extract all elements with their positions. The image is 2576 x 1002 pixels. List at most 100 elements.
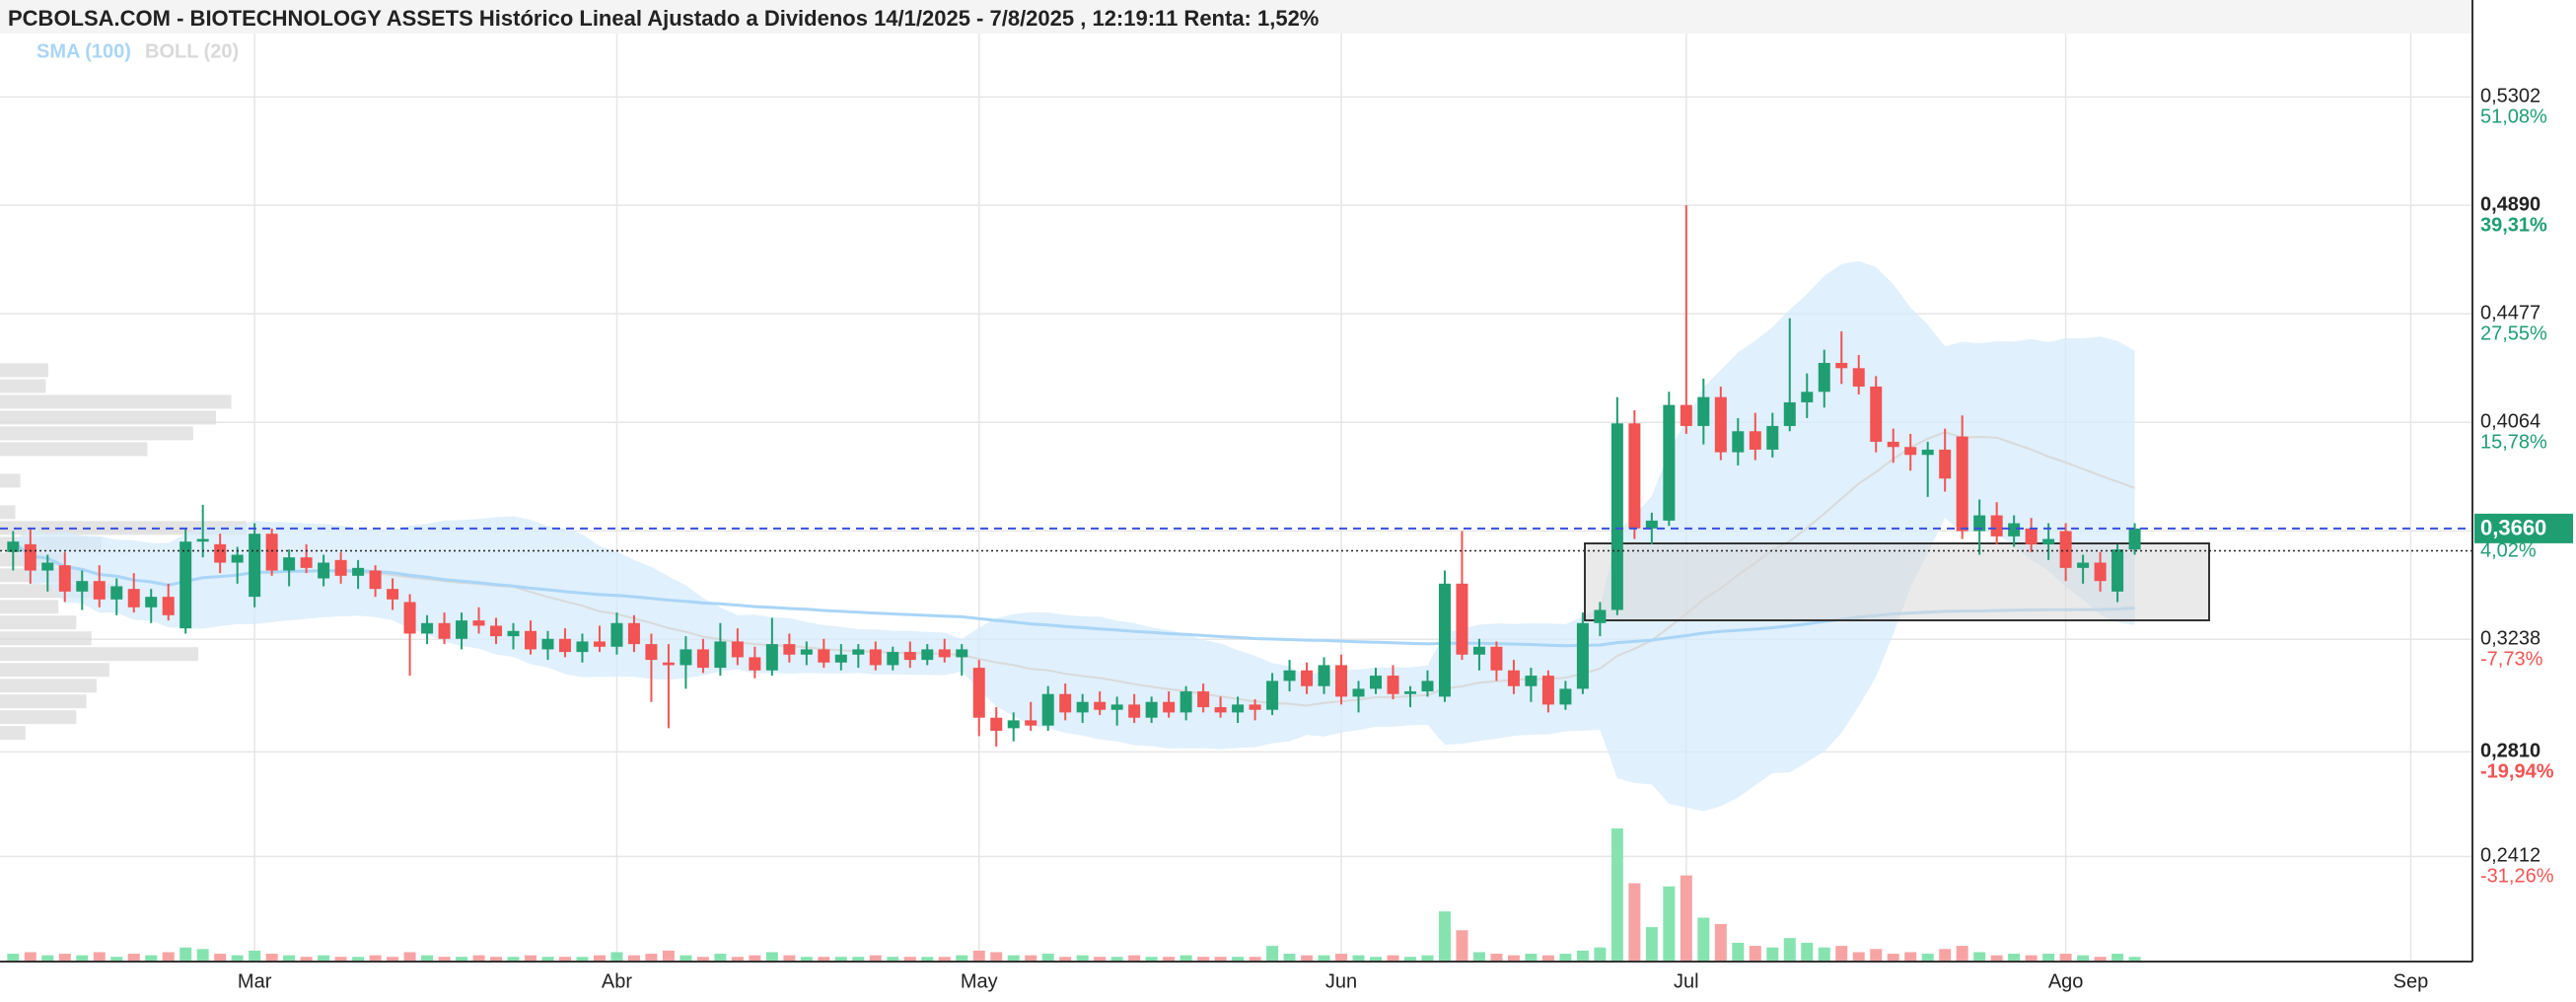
candle-body: [749, 657, 761, 671]
bollinger-band: [13, 260, 2135, 812]
volume-profile-bar: [0, 505, 16, 520]
volume-bar: [93, 952, 106, 962]
y-tick-change: -19,94%: [2480, 761, 2554, 783]
indicators: [12, 260, 2135, 812]
volume-bar: [1904, 952, 1917, 962]
volume-bar: [490, 957, 503, 962]
candle-body: [1904, 447, 1917, 456]
candle-body: [1214, 707, 1227, 713]
candle-body: [1610, 423, 1623, 610]
volume-bar: [1576, 950, 1589, 962]
candle-body: [903, 652, 916, 661]
candle-body: [369, 570, 382, 590]
volume-bar: [1076, 955, 1089, 962]
y-tick-label: 0,4890: [2480, 193, 2540, 215]
volume-bar: [818, 957, 830, 962]
candle-body: [783, 644, 796, 655]
volume-profile-bar: [0, 679, 97, 693]
title-bar: [0, 0, 2472, 34]
volume-bar: [1163, 957, 1176, 962]
candle-body: [576, 641, 589, 653]
volume-bar: [1197, 957, 1210, 962]
volume-profile-bar: [0, 363, 48, 378]
candle-body: [1887, 441, 1899, 448]
volume-profile-bar: [0, 379, 46, 394]
volume-bar: [731, 957, 744, 962]
x-tick-label: Ago: [2048, 970, 2084, 992]
candle-body: [1732, 431, 1745, 453]
candle-body: [1110, 704, 1123, 710]
last-price-badge: [2474, 513, 2573, 543]
candle-body: [1783, 401, 1796, 426]
candle-body: [1749, 431, 1761, 450]
candle-body: [1128, 704, 1141, 718]
candle-body: [7, 541, 20, 552]
volume-bar: [696, 957, 709, 962]
volume-bar: [1301, 955, 1314, 962]
candle-body: [265, 534, 278, 571]
volume-bar: [318, 955, 330, 962]
y-tick-change: 51,08%: [2480, 107, 2547, 128]
volume-bar: [300, 957, 313, 962]
candle-body: [145, 597, 158, 608]
y-tick-label: 0,5302: [2480, 86, 2540, 107]
volume-bar: [162, 952, 175, 962]
volume-bar: [1559, 954, 1572, 962]
volume-bar: [1680, 875, 1692, 962]
volume-bar: [749, 955, 761, 962]
candle-body: [1852, 368, 1865, 387]
volume-bar: [541, 957, 554, 962]
candle-body: [1283, 670, 1296, 681]
volume-bars: [7, 828, 2141, 962]
volume-bar: [145, 955, 158, 962]
candle-body: [1921, 449, 1934, 456]
candle-body: [1266, 680, 1279, 710]
volume-bar: [1110, 957, 1123, 962]
candle-body: [2128, 528, 2141, 550]
volume-bar: [76, 955, 89, 962]
volume-profile-bar: [0, 663, 109, 678]
y-tick-label: 0,2412: [2480, 845, 2540, 867]
volume-bar: [680, 955, 692, 962]
y-tick-change: 4,02%: [2480, 540, 2537, 562]
volume-bar: [1818, 947, 1830, 962]
candle-body: [645, 644, 658, 661]
volume-bar: [1525, 954, 1538, 962]
volume-bar: [7, 954, 20, 962]
candle-body: [1835, 362, 1848, 369]
candle-body: [1525, 676, 1538, 686]
volume-bar: [1766, 947, 1779, 962]
volume-bar: [214, 954, 227, 962]
candle-body: [1094, 701, 1107, 710]
candle-body: [1990, 515, 2003, 537]
volume-bar: [1645, 927, 1658, 962]
volume-profile-bar: [0, 631, 92, 646]
candle-body: [1335, 665, 1348, 697]
candle-body: [1766, 425, 1779, 450]
volume-bar: [456, 957, 468, 962]
candle-body: [1680, 404, 1692, 426]
candle-body: [800, 649, 813, 655]
volume-profile-bar: [0, 600, 59, 614]
candle-body: [2094, 562, 2107, 582]
candle-body: [249, 534, 261, 598]
volume-bar: [1852, 952, 1865, 962]
volume-profile-bar: [0, 410, 217, 425]
candle-body: [680, 649, 692, 666]
x-tick-label: Abr: [602, 970, 632, 992]
volume-bar: [1041, 954, 1054, 962]
volume-bar: [662, 950, 675, 962]
volume-profile-bar: [0, 615, 77, 630]
volume-bar: [1025, 955, 1038, 962]
volume-bar: [127, 954, 140, 962]
candle-body: [1490, 646, 1503, 671]
volume-bar: [1541, 955, 1554, 962]
candle-body: [231, 554, 244, 563]
candle-body: [834, 654, 847, 663]
price-lines: [0, 527, 2472, 552]
y-tick-label: 0,4064: [2480, 410, 2540, 432]
volume-bar: [765, 952, 778, 962]
volume-bar: [1507, 955, 1520, 962]
candle-body: [1352, 688, 1365, 697]
